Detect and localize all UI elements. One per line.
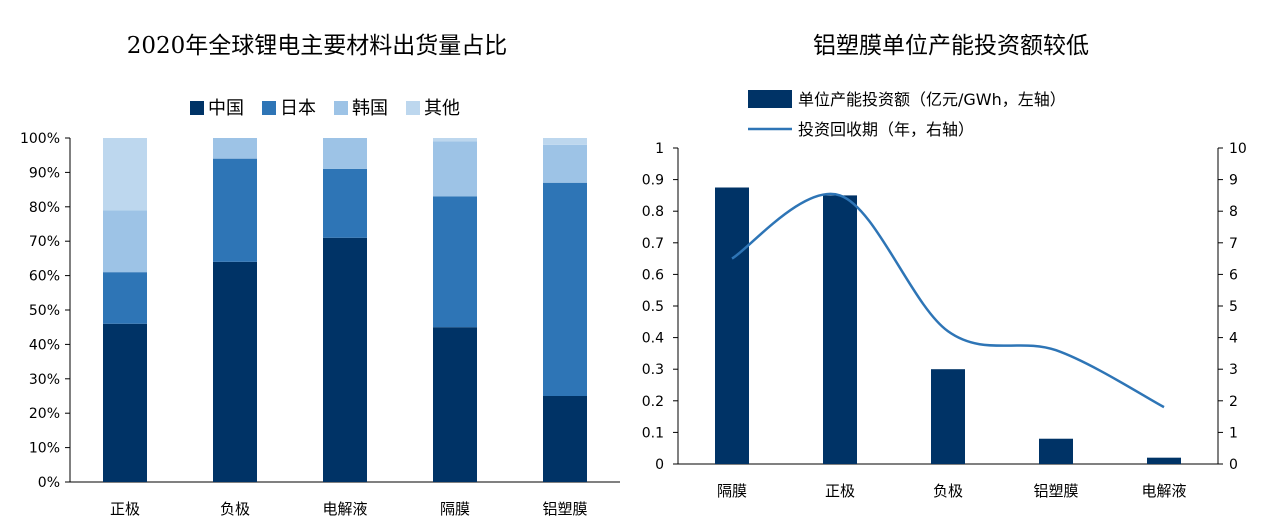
bar-负极 [931,369,965,464]
left-y-tick-label: 0.2 [642,394,664,410]
left-y-tick-label: 0.3 [642,362,664,378]
bar-中国-正极 [103,323,147,482]
left-y-tick-label: 0.8 [642,204,664,220]
x-tick-label: 负极 [220,500,250,518]
right-chart-panel: 铝塑膜单位产能投资额较低 0 0.1 0.2 0.3 0.4 0.5 0.6 0.7 0.8 0.… [634,0,1268,530]
y-tick-label: 50% [29,303,60,319]
legend-swatch-韩国 [334,101,348,115]
legend-swatch-中国 [190,101,204,115]
y-tick-label: 60% [29,269,60,285]
y-tick-label: 70% [29,234,60,250]
legend-label: 其他 [424,98,460,119]
bar-日本-正极 [103,272,147,324]
bar-中国-电解液 [323,237,367,482]
y-tick-label: 30% [29,372,60,388]
bar-隔膜 [715,187,749,464]
right-y-tick-label: 4 [1229,331,1238,347]
bar-韩国-负极 [213,138,257,159]
bar-韩国-铝塑膜 [543,144,587,183]
x-tick-label: 铝塑膜 [1033,482,1078,500]
bar-中国-负极 [213,261,257,482]
x-tick-label: 电解液 [322,500,367,518]
right-chart-title: 铝塑膜单位产能投资额较低 [813,33,1089,59]
left-y-tick-label: 1 [655,141,664,157]
bar-其他-铝塑膜 [543,138,587,145]
right-y-tick-label: 2 [1229,394,1238,410]
legend-label: 韩国 [352,98,388,119]
bar-日本-铝塑膜 [543,182,587,396]
right-y-tick-label: 10 [1229,141,1247,157]
right-y-tick-label: 3 [1229,362,1238,378]
right-y-tick-label: 7 [1229,236,1238,252]
x-tick-label: 隔膜 [440,500,470,518]
x-tick-label: 正极 [825,482,855,500]
dual-axis-bar-line-chart: 00.10.20.30.40.50.60.70.80.9101234567891… [642,90,1247,500]
bar-其他-正极 [103,138,147,211]
bar-中国-隔膜 [433,327,477,482]
y-tick-label: 100% [20,131,60,147]
bar-日本-电解液 [323,168,367,238]
bar-正极 [823,195,857,464]
y-tick-label: 80% [29,200,60,216]
left-y-tick-label: 0 [655,457,664,473]
y-tick-label: 90% [29,165,60,181]
y-tick-label: 40% [29,337,60,353]
x-tick-label: 负极 [933,482,963,500]
legend-swatch-其他 [406,101,420,115]
left-y-tick-label: 0.4 [642,331,664,347]
stacked-bar-chart: 0% 10% 20% 30% 40% 50% 60% 70% 80% 90% 100% 正极 负极 电解液… [20,98,620,518]
legend-label-bar: 单位产能投资额（亿元/GWh，左轴） [798,90,1066,109]
y-tick-label: 0% [38,475,60,491]
right-y-tick-label: 9 [1229,173,1238,189]
bar-韩国-正极 [103,210,147,273]
y-tick-label: 10% [29,441,60,457]
y-tick-label: 20% [29,406,60,422]
left-y-tick-label: 0.1 [642,425,664,441]
x-tick-label: 隔膜 [717,482,747,500]
x-tick-label: 铝塑膜 [542,500,587,518]
left-chart-title: 2020年全球锂电主要材料出货量占比 [126,33,508,59]
bar-其他-隔膜 [433,138,477,142]
right-y-tick-label: 8 [1229,204,1238,220]
bar-铝塑膜 [1039,438,1073,464]
bar-日本-负极 [213,158,257,262]
legend-swatch-日本 [262,101,276,115]
left-y-tick-label: 0.6 [642,267,664,283]
right-y-tick-label: 1 [1229,425,1238,441]
right-y-tick-label: 5 [1229,299,1238,315]
legend-swatch-bar [748,90,792,108]
left-y-tick-label: 0.7 [642,236,664,252]
left-y-tick-label: 0.5 [642,299,664,315]
left-chart-panel: 2020年全球锂电主要材料出货量占比 0% 10% 20% 30% 40% 50% 60% 7… [20,33,620,518]
left-y-tick-label: 0.9 [642,173,664,189]
bar-日本-隔膜 [433,196,477,328]
legend-label: 中国 [208,98,244,119]
x-tick-label: 电解液 [1141,482,1186,500]
bar-韩国-电解液 [323,138,367,169]
bar-韩国-隔膜 [433,141,477,197]
x-tick-label: 正极 [110,500,140,518]
line-series-payback [731,192,1165,409]
bar-中国-铝塑膜 [543,396,587,482]
bar-电解液 [1147,457,1181,464]
legend-label: 日本 [280,98,316,119]
right-y-tick-label: 6 [1229,267,1238,283]
right-y-tick-label: 0 [1229,457,1238,473]
legend-label-line: 投资回收期（年，右轴） [798,120,974,139]
